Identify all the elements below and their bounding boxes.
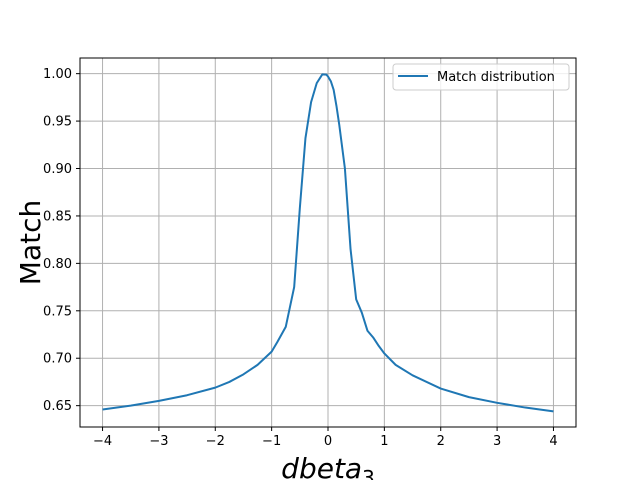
y-tick-label: 0.85 xyxy=(43,209,72,224)
y-tick-label: 0.80 xyxy=(43,257,72,272)
legend-label: Match distribution xyxy=(437,70,555,85)
grid xyxy=(80,58,576,427)
y-tick-label: 1.00 xyxy=(43,67,72,82)
legend: Match distribution xyxy=(392,63,570,91)
y-axis: 0.65 0.70 0.75 0.80 0.85 0.90 0.95 1.00 xyxy=(43,67,80,414)
x-tick-label: −3 xyxy=(149,434,168,449)
series-line xyxy=(102,73,554,413)
x-tick-label: 0 xyxy=(324,434,332,449)
y-tick-label: 0.95 xyxy=(43,115,72,130)
x-tick-label: −2 xyxy=(206,434,225,449)
x-axis-label-subscript: 3 xyxy=(362,466,375,480)
x-tick-label: 4 xyxy=(549,434,557,449)
x-axis-label-main: dbeta xyxy=(281,452,362,480)
x-axis-label: dbeta3 xyxy=(281,452,375,480)
y-tick-label: 0.75 xyxy=(43,304,72,319)
x-tick-label: 2 xyxy=(437,434,445,449)
x-axis: −4 −3 −2 −1 0 1 2 3 4 xyxy=(93,427,558,449)
x-tick-label: −4 xyxy=(93,434,112,449)
y-axis-label: Match xyxy=(14,200,47,285)
x-tick-label: 3 xyxy=(493,434,501,449)
x-tick-label: −1 xyxy=(262,434,281,449)
series-layer xyxy=(102,73,554,413)
x-tick-label: 1 xyxy=(380,434,388,449)
y-tick-label: 0.65 xyxy=(43,399,72,414)
y-tick-label: 0.70 xyxy=(43,352,72,367)
y-tick-label: 0.90 xyxy=(43,162,72,177)
legend-box xyxy=(392,63,570,91)
